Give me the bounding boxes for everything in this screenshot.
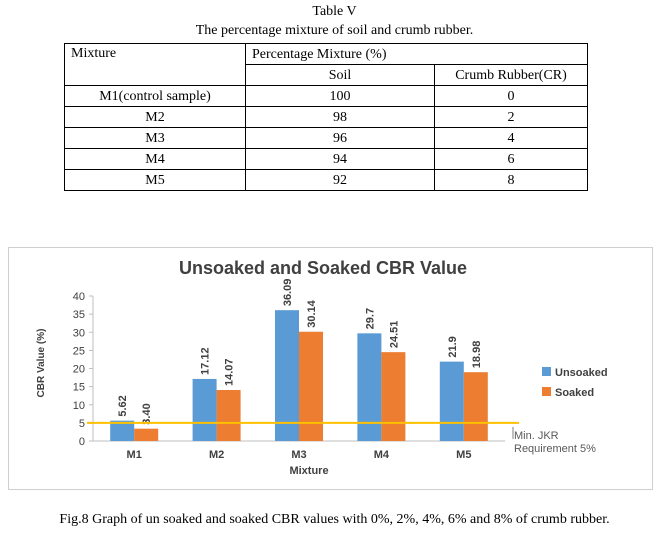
data-label: 36.09 — [282, 279, 294, 307]
data-label: 5.62 — [117, 395, 129, 416]
data-label: 18.98 — [471, 341, 483, 369]
bar-soaked — [463, 372, 488, 441]
bar-soaked — [381, 352, 406, 441]
table-label: Table V — [312, 4, 357, 19]
cell-soil: 94 — [245, 148, 435, 170]
mixture-table: Mixture Percentage Mixture (%) Soil Crum… — [64, 43, 588, 191]
bar-unsoaked — [439, 361, 464, 441]
bar-soaked — [216, 389, 241, 441]
cell-mixture: M2 — [64, 106, 246, 128]
x-axis-title: Mixture — [289, 465, 328, 477]
y-tick-label: 20 — [73, 364, 85, 376]
legend-swatch — [542, 387, 551, 396]
cell-soil: 92 — [245, 169, 435, 191]
x-category-label: M4 — [374, 449, 390, 461]
cell-soil: 100 — [245, 85, 435, 107]
y-tick-label: 30 — [73, 327, 85, 339]
y-tick-label: 0 — [79, 436, 85, 448]
bar-unsoaked — [357, 333, 382, 441]
table-row: M5 92 8 — [64, 169, 588, 191]
legend-label: Unsoaked — [555, 367, 608, 379]
y-tick-label: 5 — [79, 418, 85, 430]
data-label: 17.12 — [200, 347, 212, 375]
bar-unsoaked — [110, 420, 135, 441]
table-title: The percentage mixture of soil and crumb… — [195, 23, 474, 38]
header-mixture: Mixture — [64, 43, 246, 86]
header-crumb-rubber: Crumb Rubber(CR) — [434, 64, 588, 86]
figure-caption: Fig.8 Graph of un soaked and soaked CBR … — [59, 512, 610, 527]
y-tick-label: 15 — [73, 382, 85, 394]
data-label: 29.7 — [364, 308, 376, 329]
chart-title: Unsoaked and Soaked CBR Value — [179, 258, 467, 278]
header-soil: Soil — [245, 64, 435, 86]
cell-soil: 96 — [245, 127, 435, 149]
reference-line-label: Min. JKR — [514, 430, 559, 442]
bar-soaked — [134, 428, 159, 441]
table-row: M3 96 4 — [64, 127, 588, 149]
cell-mixture: M5 — [64, 169, 246, 191]
cell-crumb-rubber: 4 — [434, 127, 588, 149]
y-tick-label: 10 — [73, 400, 85, 412]
table-row: M1(control sample) 100 0 — [64, 85, 588, 107]
legend-swatch — [542, 367, 551, 376]
legend: Unsoaked Soaked — [542, 367, 608, 399]
reference-line-label: Requirement 5% — [514, 443, 596, 455]
x-category-label: M2 — [209, 449, 224, 461]
x-category-label: M3 — [291, 449, 306, 461]
bar-soaked — [299, 331, 323, 441]
cell-soil: 98 — [245, 106, 435, 128]
cell-crumb-rubber: 0 — [434, 85, 588, 107]
data-label: 30.14 — [306, 299, 318, 327]
legend-label: Soaked — [555, 387, 594, 399]
y-tick-label: 25 — [73, 345, 85, 357]
x-category-label: M1 — [127, 449, 142, 461]
cbr-chart: Unsoaked and Soaked CBR Value CBR Value … — [8, 247, 653, 490]
cell-mixture: M1(control sample) — [64, 85, 246, 107]
bars: 5.62 3.40 17.12 14.07 36.09 30.14 29.7 24.51 21.… — [110, 279, 488, 441]
data-label: 21.9 — [447, 336, 459, 357]
y-tick-label: 40 — [73, 291, 85, 303]
data-label: 14.07 — [224, 358, 236, 386]
bar-unsoaked — [275, 310, 299, 441]
header-percentage-mixture: Percentage Mixture (%) — [245, 43, 588, 65]
cell-crumb-rubber: 6 — [434, 148, 588, 170]
table-row: M4 94 6 — [64, 148, 588, 170]
cell-mixture: M3 — [64, 127, 246, 149]
cbr-chart-svg: Unsoaked and Soaked CBR Value CBR Value … — [36, 258, 608, 477]
bar-unsoaked — [192, 378, 217, 441]
data-label: 24.51 — [388, 321, 400, 349]
y-tick-label: 35 — [73, 309, 85, 321]
cell-crumb-rubber: 2 — [434, 106, 588, 128]
data-label: 3.40 — [141, 403, 153, 424]
axes: 0 5 10 15 20 25 30 35 40 M1 M2 M3 M4 M5 — [73, 291, 505, 461]
x-category-label: M5 — [456, 449, 471, 461]
cell-mixture: M4 — [64, 148, 246, 170]
table-row: M2 98 2 — [64, 106, 588, 128]
y-axis-title: CBR Value (%) — [36, 329, 47, 398]
cell-crumb-rubber: 8 — [434, 169, 588, 191]
